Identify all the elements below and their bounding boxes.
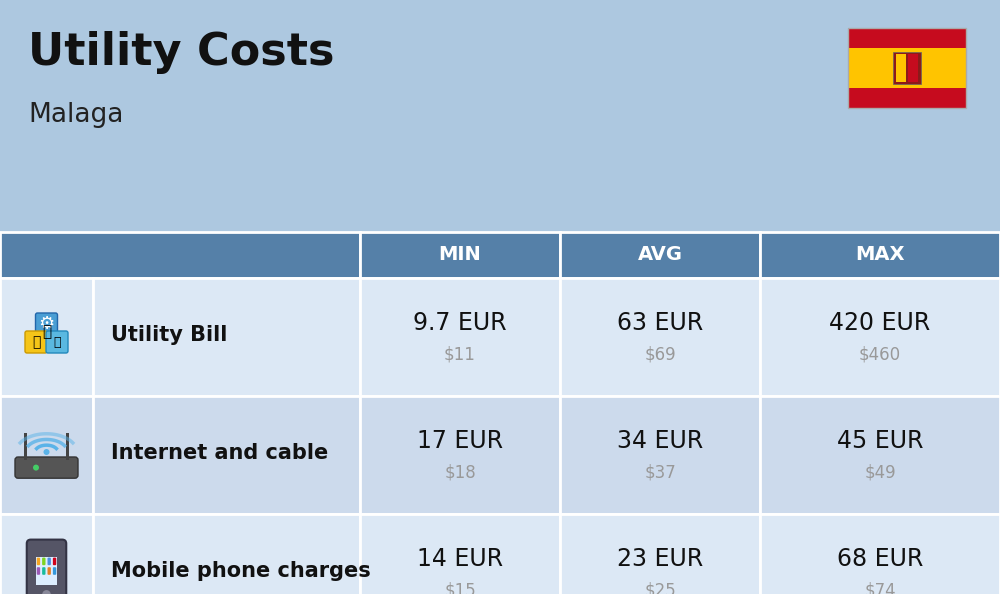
FancyBboxPatch shape	[42, 558, 46, 565]
Bar	[66, 434, 69, 460]
Bar	[93, 396, 360, 514]
Bar	[560, 232, 760, 278]
Bar	[848, 88, 966, 108]
FancyBboxPatch shape	[15, 457, 78, 478]
Text: MIN: MIN	[439, 245, 481, 264]
Bar	[360, 514, 560, 594]
Text: 45 EUR: 45 EUR	[837, 429, 923, 453]
FancyBboxPatch shape	[27, 539, 66, 594]
Text: $18: $18	[444, 464, 476, 482]
Bar	[760, 396, 1000, 514]
Text: Mobile phone charges: Mobile phone charges	[111, 561, 371, 581]
Text: Utility Bill: Utility Bill	[111, 325, 227, 345]
Text: AVG: AVG	[638, 245, 682, 264]
Circle shape	[42, 589, 52, 594]
Text: Malaga: Malaga	[28, 102, 123, 128]
Bar	[893, 52, 921, 84]
Text: 🚿: 🚿	[53, 336, 61, 349]
Bar	[24, 434, 27, 460]
Bar	[360, 278, 560, 396]
Text: MAX: MAX	[855, 245, 905, 264]
FancyBboxPatch shape	[53, 558, 56, 565]
Bar	[760, 278, 1000, 396]
Circle shape	[44, 449, 50, 455]
Bar	[848, 48, 966, 88]
Text: 34 EUR: 34 EUR	[617, 429, 703, 453]
Bar	[0, 514, 93, 594]
Text: $49: $49	[864, 464, 896, 482]
Bar	[760, 232, 1000, 278]
Circle shape	[33, 465, 39, 470]
FancyBboxPatch shape	[42, 567, 46, 575]
Bar	[560, 278, 760, 396]
Text: 🔌: 🔌	[32, 335, 40, 349]
Text: 63 EUR: 63 EUR	[617, 311, 703, 335]
FancyBboxPatch shape	[46, 331, 68, 353]
Text: $15: $15	[444, 582, 476, 594]
Bar	[560, 396, 760, 514]
Bar	[848, 28, 966, 48]
FancyBboxPatch shape	[25, 331, 47, 353]
Bar	[93, 278, 360, 396]
Text: ⚙: ⚙	[38, 315, 55, 333]
Bar	[0, 396, 93, 514]
FancyBboxPatch shape	[36, 313, 58, 335]
Bar	[848, 28, 966, 108]
FancyBboxPatch shape	[37, 558, 40, 565]
FancyBboxPatch shape	[37, 567, 40, 575]
Bar	[908, 55, 918, 81]
Text: $69: $69	[644, 346, 676, 364]
Bar	[560, 514, 760, 594]
Text: Internet and cable: Internet and cable	[111, 443, 328, 463]
Text: 17 EUR: 17 EUR	[417, 429, 503, 453]
Bar	[760, 514, 1000, 594]
Text: 14 EUR: 14 EUR	[417, 547, 503, 571]
Text: $37: $37	[644, 464, 676, 482]
Text: 9.7 EUR: 9.7 EUR	[413, 311, 507, 335]
Bar	[360, 396, 560, 514]
Text: 👤: 👤	[42, 324, 51, 340]
Bar	[36, 557, 57, 586]
Bar	[0, 278, 93, 396]
Bar	[0, 232, 360, 278]
Text: 68 EUR: 68 EUR	[837, 547, 923, 571]
Text: $460: $460	[859, 346, 901, 364]
Bar	[93, 514, 360, 594]
Bar	[360, 232, 560, 278]
FancyBboxPatch shape	[48, 558, 51, 565]
Text: 23 EUR: 23 EUR	[617, 547, 703, 571]
Text: Utility Costs: Utility Costs	[28, 30, 334, 74]
FancyBboxPatch shape	[53, 567, 56, 575]
FancyBboxPatch shape	[48, 567, 51, 575]
Text: $74: $74	[864, 582, 896, 594]
Text: 420 EUR: 420 EUR	[829, 311, 931, 335]
Bar	[896, 55, 906, 81]
Text: $11: $11	[444, 346, 476, 364]
Text: $25: $25	[644, 582, 676, 594]
